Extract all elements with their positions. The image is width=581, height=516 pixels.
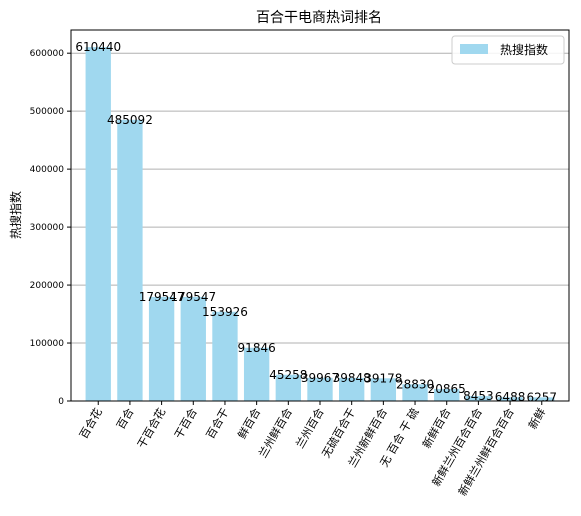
plot-frame [70,29,570,402]
y-axis: 0 100000 200000 300000 400000 500000 600000 [30,49,71,407]
grid-lines [71,52,569,344]
bar-value-label: 91846 [238,341,276,355]
bar [243,347,270,401]
bar [180,296,206,401]
legend-box [451,35,565,65]
bar-value-label: 485092 [107,113,153,127]
bar [148,296,175,401]
x-tick-label: 新鲜百合 [419,406,453,451]
y-tick-label: 100000 [30,339,65,349]
bar [85,47,111,402]
y-axis-label: 热搜指数 [8,191,23,239]
bar-value-label: 8453 [463,389,494,403]
bar [307,377,333,401]
bar-value-label: 45258 [269,368,307,382]
bars [85,47,555,402]
bar-value-label: 179547 [139,290,185,304]
bar [529,397,555,401]
x-tick-label: 干百合花 [134,406,168,451]
bar-value-label: 20865 [428,382,466,396]
bar-value-label: 610440 [75,40,121,54]
x-tick-label: 新鲜兰州鲜百合百合 [455,406,517,499]
y-tick-label: 500000 [30,107,65,117]
x-tick-label: 干百合 [171,406,200,442]
x-tick-label: 百合 [113,406,136,432]
x-tick-label: 兰州百合 [292,406,326,451]
value-labels: 6104404850921795471795471539269184645258… [75,40,557,404]
bar-value-label: 39967 [301,371,339,385]
x-tick-label: 百合花 [76,406,105,442]
bar [370,378,397,401]
chart-title: 百合干电商热词排名 [256,10,382,26]
bar-value-label: 39848 [333,371,371,385]
bar [434,388,460,401]
bar-value-label: 39178 [364,371,402,385]
bar [339,377,365,401]
y-tick-label: 600000 [30,49,65,59]
y-tick-label: 200000 [30,281,65,291]
x-tick-label: 新鲜 [525,406,548,432]
bar [117,119,143,402]
bar-value-label: 179547 [170,290,216,304]
bar [275,374,301,401]
legend-label: 热搜指数 [500,42,548,57]
bar [465,396,492,401]
bar-value-label: 28830 [396,377,434,391]
bar-value-label: 153926 [202,305,248,319]
bar [402,384,428,401]
bar [212,311,238,401]
x-tick-label: 百合干 [203,406,232,442]
x-tick-label: 鲜百合 [235,406,264,442]
y-tick-label: 0 [58,397,64,407]
legend-swatch [460,44,488,54]
y-tick-label: 300000 [30,223,65,233]
legend: 热搜指数 [451,35,565,65]
y-tick-label: 400000 [30,165,65,175]
bar [497,397,523,401]
